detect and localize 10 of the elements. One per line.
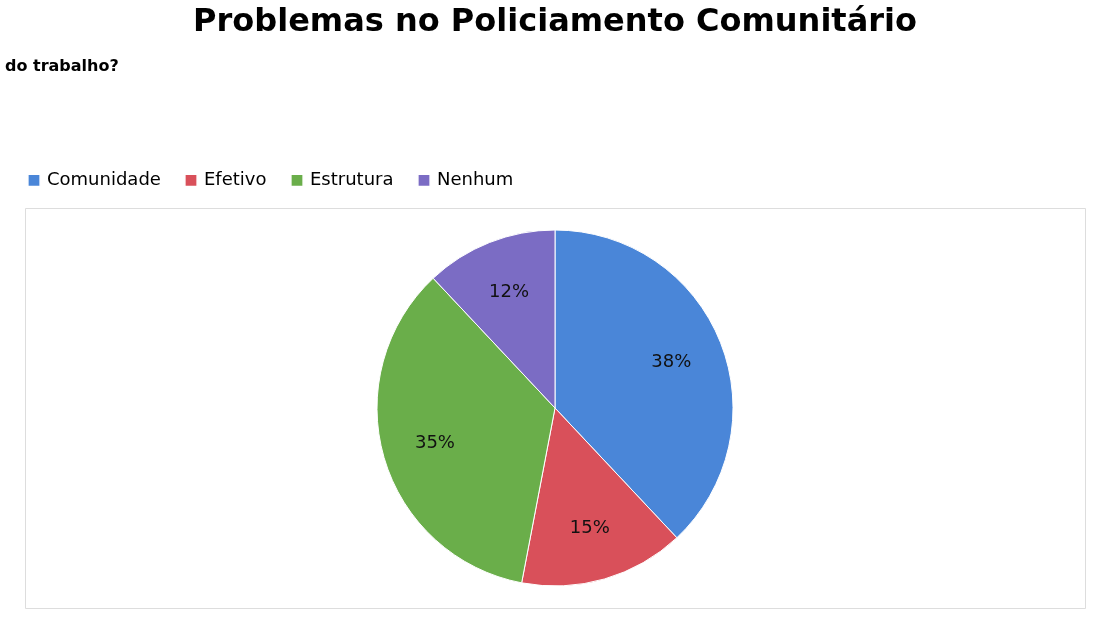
legend-label: Efetivo [204, 168, 267, 190]
text: do trabalho? [5, 56, 119, 75]
legend-label: Estrutura [310, 168, 394, 190]
legend-label: Nenhum [437, 168, 514, 190]
chart-title: Problemas no Policiamento Comunitário [193, 1, 917, 39]
data-label: 35% [414, 430, 455, 452]
data-label: 38% [651, 349, 692, 371]
data-label: 12% [488, 279, 529, 301]
data-label: 15% [569, 516, 610, 538]
legend-label: Comunidade [47, 168, 161, 190]
